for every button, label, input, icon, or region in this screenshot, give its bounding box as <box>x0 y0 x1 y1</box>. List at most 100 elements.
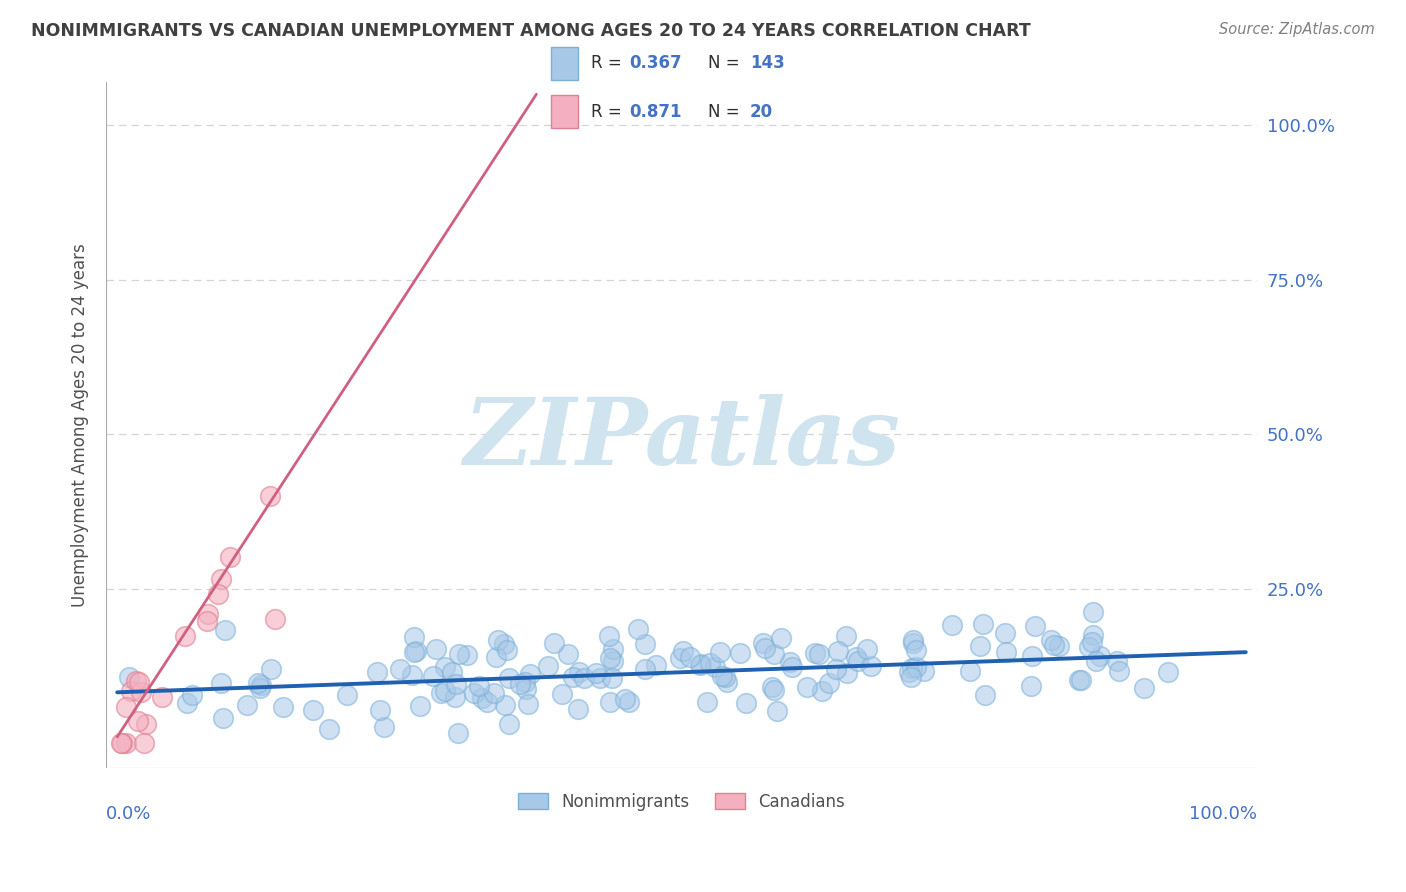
Point <box>811 684 834 698</box>
Point <box>517 698 540 712</box>
Point <box>249 681 271 695</box>
Point <box>568 665 591 680</box>
Point <box>422 669 444 683</box>
Point <box>127 714 149 728</box>
Point <box>477 695 499 709</box>
Point <box>1047 640 1070 654</box>
Point <box>994 645 1017 659</box>
Point <box>209 675 232 690</box>
Point <box>443 690 465 704</box>
Point <box>761 680 783 694</box>
Point <box>645 658 668 673</box>
Point <box>1021 649 1043 664</box>
Point <box>689 657 711 672</box>
Point <box>818 675 841 690</box>
Point <box>614 691 637 706</box>
Point <box>846 654 869 668</box>
Point <box>574 671 596 685</box>
Point <box>855 642 877 657</box>
Point <box>1039 633 1062 648</box>
Point <box>901 661 924 675</box>
Point <box>449 647 471 661</box>
Point <box>214 623 236 637</box>
Point <box>115 700 138 714</box>
Text: ZIPatlas: ZIPatlas <box>463 393 900 483</box>
Point <box>498 717 520 731</box>
Point <box>941 617 963 632</box>
Point <box>669 651 692 665</box>
Text: N =: N = <box>709 54 745 72</box>
Point <box>600 671 623 685</box>
Point <box>860 659 883 673</box>
Point <box>969 639 991 653</box>
Point <box>714 670 737 684</box>
Point <box>716 675 738 690</box>
Point <box>626 622 648 636</box>
Point <box>1043 638 1066 652</box>
Point <box>602 642 624 657</box>
Point <box>110 736 132 750</box>
Point <box>471 690 494 705</box>
Y-axis label: Unemployment Among Ages 20 to 24 years: Unemployment Among Ages 20 to 24 years <box>72 243 89 607</box>
Point <box>515 675 537 690</box>
Point <box>1078 640 1101 655</box>
Point <box>904 659 927 673</box>
Point <box>197 607 219 622</box>
Point <box>463 686 485 700</box>
Point <box>1081 628 1104 642</box>
Point <box>402 645 425 659</box>
Point <box>959 664 981 678</box>
Point <box>174 629 197 643</box>
Point <box>1070 673 1092 688</box>
Point <box>209 573 232 587</box>
Text: 100.0%: 100.0% <box>1189 805 1257 823</box>
Text: 0.367: 0.367 <box>630 54 682 72</box>
Point <box>599 695 621 709</box>
Point <box>260 662 283 676</box>
Point <box>1157 665 1180 679</box>
Point <box>633 636 655 650</box>
Point <box>735 696 758 710</box>
Point <box>264 612 287 626</box>
Point <box>236 698 259 712</box>
Point <box>808 647 831 661</box>
Point <box>1107 654 1129 668</box>
Point <box>115 736 138 750</box>
Point <box>709 645 731 659</box>
Point <box>728 646 751 660</box>
Point <box>699 657 721 671</box>
Point <box>780 660 803 674</box>
Point <box>1069 673 1091 688</box>
Point <box>598 629 620 643</box>
Point <box>498 671 520 685</box>
Point <box>207 587 229 601</box>
Point <box>912 664 935 678</box>
Point <box>259 489 281 503</box>
Point <box>388 662 411 676</box>
Text: 0.871: 0.871 <box>630 103 682 120</box>
Point <box>751 636 773 650</box>
Point <box>537 659 560 673</box>
Point <box>763 682 786 697</box>
Point <box>672 644 695 658</box>
Point <box>1090 649 1112 664</box>
Point <box>679 650 702 665</box>
Point <box>211 711 233 725</box>
Point <box>696 695 718 709</box>
Point <box>124 673 146 688</box>
Point <box>176 696 198 710</box>
Point <box>128 675 150 690</box>
Point <box>689 657 711 672</box>
Point <box>132 736 155 750</box>
Point <box>485 649 508 664</box>
Point <box>903 632 925 647</box>
Point <box>1024 619 1046 633</box>
Point <box>441 665 464 679</box>
Point <box>835 629 858 643</box>
Point <box>409 698 432 713</box>
Point <box>617 695 640 709</box>
Point <box>704 660 727 674</box>
Point <box>827 644 849 658</box>
Point <box>110 736 132 750</box>
Point <box>589 671 612 685</box>
